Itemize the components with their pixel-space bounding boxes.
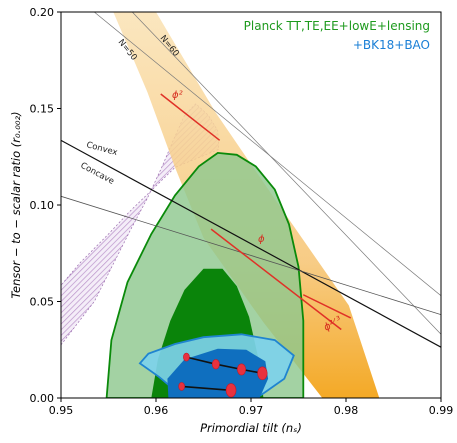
y-tick-label: 0.15 bbox=[30, 103, 55, 116]
x-axis-label: Primordial tilt (nₛ) bbox=[200, 421, 302, 435]
series-0-point bbox=[237, 363, 247, 376]
y-tick-label: 0.10 bbox=[30, 199, 55, 212]
plot-body bbox=[61, 12, 441, 398]
series-0-point bbox=[257, 366, 268, 381]
y-tick-label: 0.20 bbox=[30, 6, 55, 19]
axis-ticks: 0.95 0.96 0.97 0.98 0.99 0.00 0.05 0.10 0.15 0.20 bbox=[30, 6, 454, 417]
y-tick-label: 0.00 bbox=[30, 392, 55, 405]
x-tick-label: 0.99 bbox=[429, 404, 454, 417]
series-1-point bbox=[225, 383, 237, 398]
line-phi-segment bbox=[210, 228, 342, 331]
series-0-point bbox=[211, 359, 220, 370]
x-tick-label: 0.96 bbox=[144, 404, 169, 417]
series-0-point bbox=[183, 352, 190, 362]
line-convex-concave bbox=[61, 139, 441, 348]
series-1-line bbox=[181, 385, 232, 392]
series-1-point bbox=[178, 382, 185, 391]
line-phi23-segment bbox=[302, 294, 352, 319]
line-n60-diag bbox=[131, 12, 441, 335]
model-points bbox=[178, 352, 268, 398]
phi2-label: ϕ² bbox=[172, 90, 183, 101]
legend-bk18: +BK18+BAO bbox=[353, 38, 430, 52]
phi-label: ϕ bbox=[258, 234, 265, 245]
legend-planck: Planck TT,TE,EE+lowE+lensing bbox=[244, 19, 430, 33]
y-tick-label: 0.05 bbox=[30, 296, 55, 309]
x-tick-label: 0.98 bbox=[334, 404, 359, 417]
bk18-inner-contour bbox=[167, 348, 269, 398]
model-lines bbox=[61, 12, 441, 348]
line-n50-diag bbox=[94, 12, 441, 296]
line-phi2-segment bbox=[160, 93, 221, 141]
line-concave-lower bbox=[61, 195, 441, 316]
y-axis-label: Tensor − to − scalar ratio (r₀.₀₀₂) bbox=[9, 111, 23, 298]
series-0-line bbox=[186, 356, 263, 375]
x-tick-label: 0.95 bbox=[49, 404, 74, 417]
x-tick-label: 0.97 bbox=[239, 404, 264, 417]
